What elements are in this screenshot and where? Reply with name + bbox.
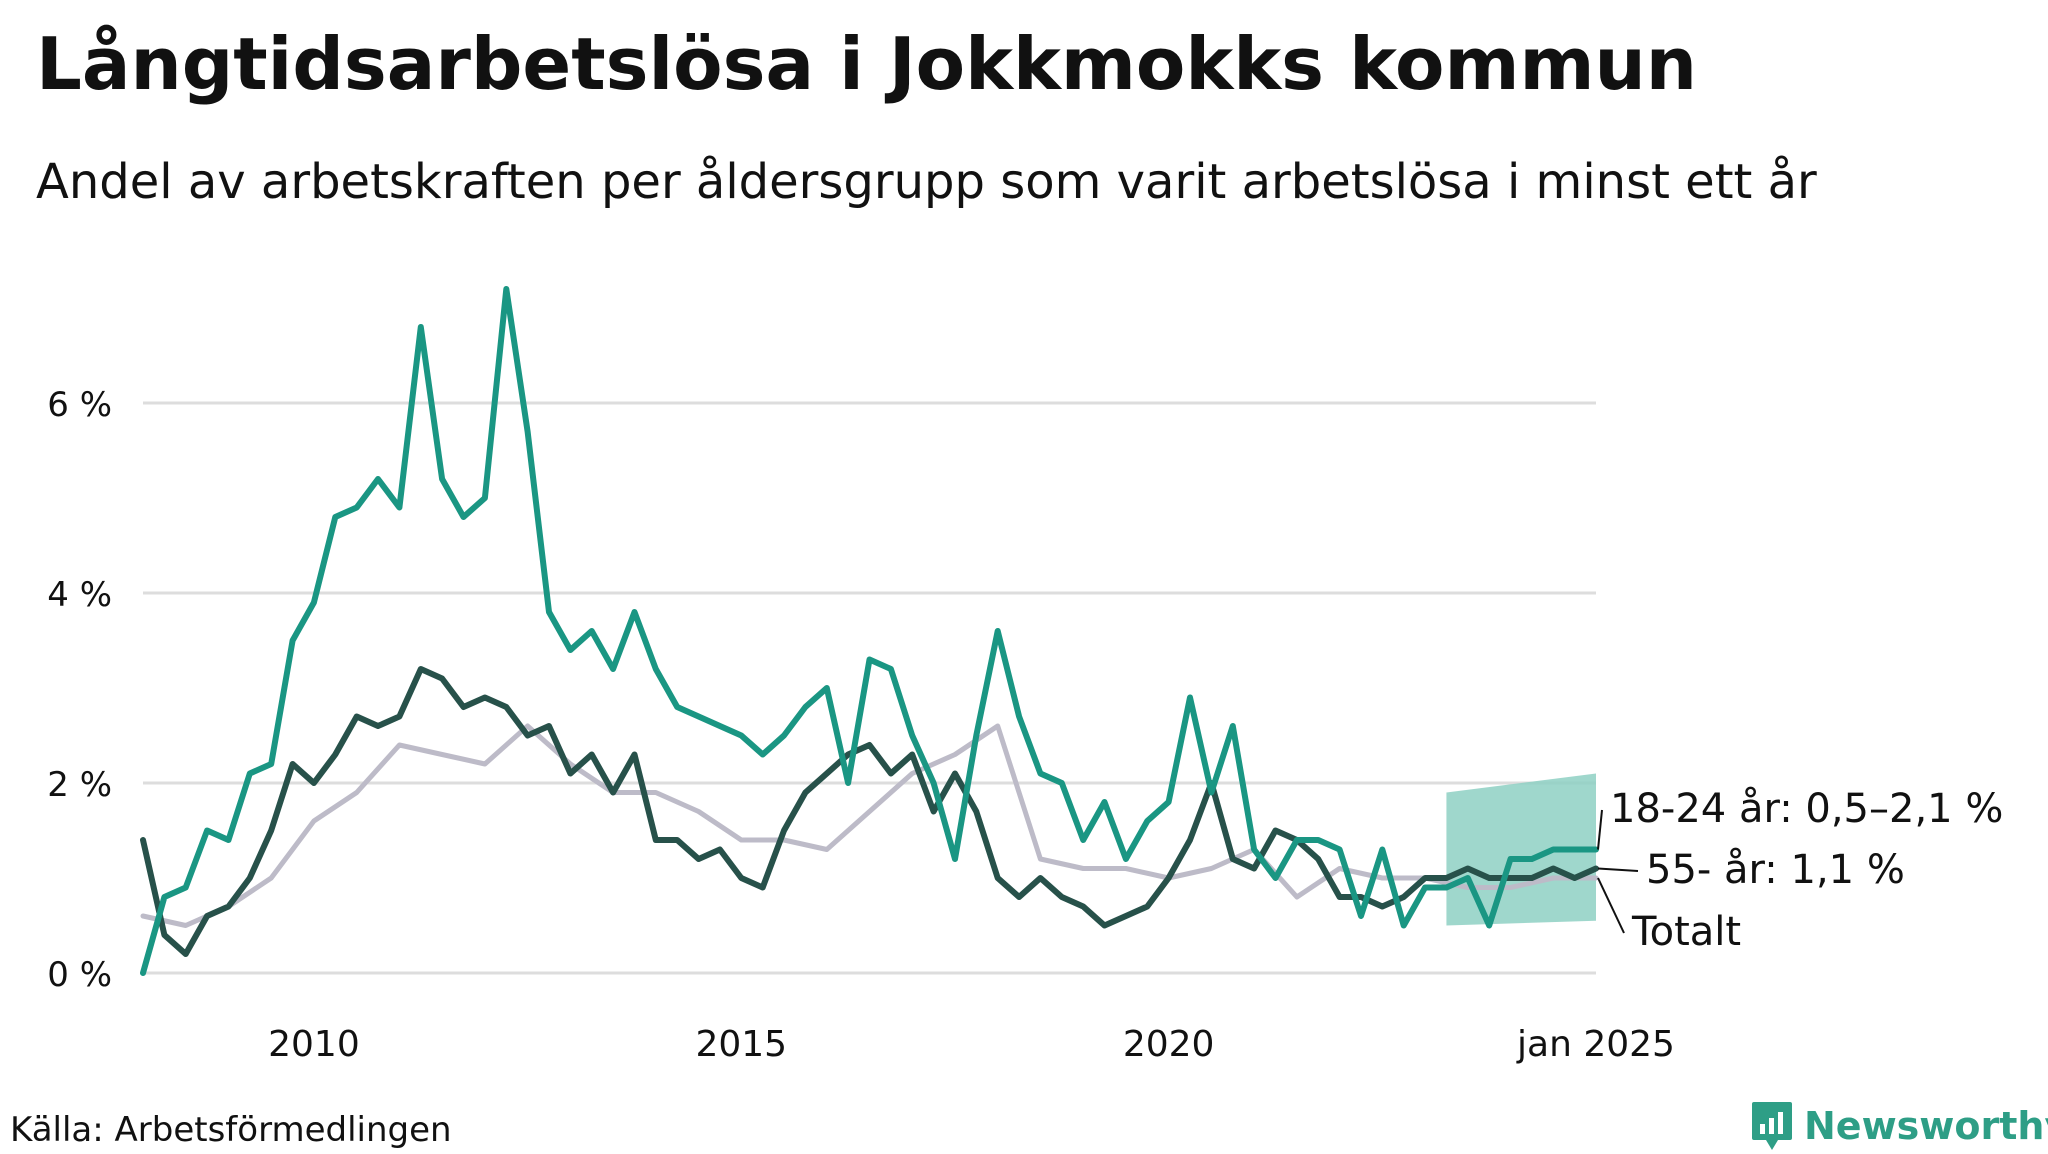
y-tick-label: 2 %: [47, 765, 112, 805]
leader-line-2: [1597, 809, 1603, 850]
source-note: Källa: Arbetsförmedlingen: [10, 1110, 452, 1150]
series-lines: [140, 286, 1599, 976]
chart-subtitle: Andel av arbetskraften per åldersgrupp s…: [36, 154, 1817, 210]
x-tick-label: 2020: [1123, 1024, 1215, 1065]
leader-line-0: [1597, 877, 1625, 934]
y-tick-label: 4 %: [47, 575, 112, 615]
series-line-0: [140, 723, 1599, 928]
line-chart: 0 % 2 % 4 % 6 % 2010 2015 2020 jan 2025 Totalt…: [47, 286, 2003, 1065]
leader-line-1: [1597, 867, 1639, 872]
gridlines: [143, 401, 1596, 975]
series-line-2: [140, 286, 1599, 976]
chart-title: Långtidsarbetslösa i Jokkmokks kommun: [36, 22, 1698, 106]
x-axis-ticks: 2010 2015 2020 jan 2025: [268, 1024, 1675, 1065]
y-tick-label: 6 %: [47, 385, 112, 425]
x-tick-label: jan 2025: [1516, 1024, 1675, 1065]
newsworthy-logo-icon: [1752, 1102, 1792, 1150]
brand-logo[interactable]: Newsworthy: [1750, 1098, 2048, 1154]
series-end-label: Totalt: [1631, 909, 1741, 955]
brand-name: Newsworthy: [1804, 1104, 2048, 1148]
x-tick-label: 2015: [695, 1024, 787, 1065]
series-end-label: 18-24 år: 0,5–2,1 %: [1610, 786, 2003, 832]
y-tick-label: 0 %: [47, 955, 112, 995]
series-end-label: 55- år: 1,1 %: [1646, 847, 1905, 893]
y-axis-ticks: 0 % 2 % 4 % 6 %: [47, 385, 112, 995]
x-tick-label: 2010: [268, 1024, 360, 1065]
series-end-labels: Totalt 55- år: 1,1 % 18-24 år: 0,5–2,1 %: [1597, 786, 2003, 955]
